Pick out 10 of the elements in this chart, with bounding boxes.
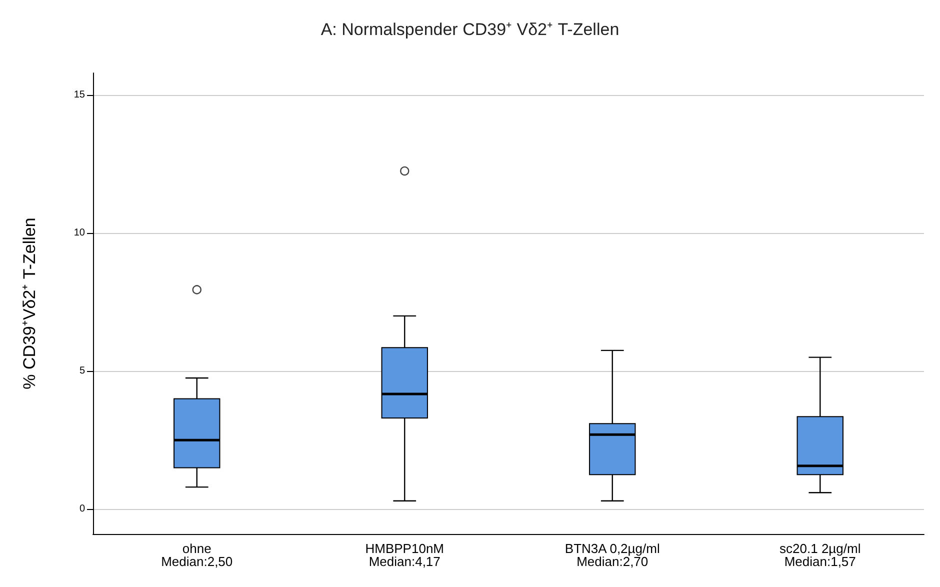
x-tick-label: ohne Median:2,50 <box>161 541 233 569</box>
x-tick-label: BTN3A 0,2µg/ml Median:2,70 <box>564 541 660 569</box>
x-tick-label: sc20.1 2µg/ml Median:1,57 <box>780 541 861 569</box>
y-tick-label: 0 <box>79 504 86 515</box>
x-tick-label: HMBPP10nM Median:4,17 <box>365 541 444 569</box>
chart-title: A: Normalspender CD39⁺ Vδ2⁺ T-Zellen <box>320 20 620 39</box>
y-tick-label: 5 <box>79 366 86 377</box>
y-tick-label: 15 <box>74 90 86 101</box>
y-tick-label: 10 <box>74 228 86 239</box>
y-axis-title: % CD39⁺Vδ2⁺ T-Zellen <box>20 218 39 390</box>
